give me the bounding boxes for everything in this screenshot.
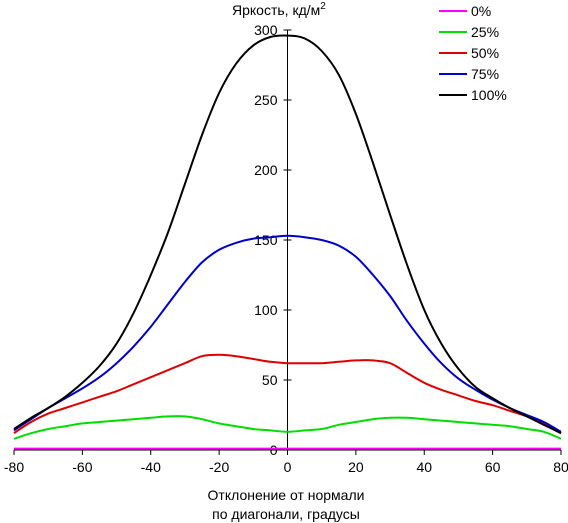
x-tick-label: 60 xyxy=(485,459,501,475)
x-tick-label: 80 xyxy=(553,459,568,475)
y-tick-label: 300 xyxy=(254,22,278,38)
y-tick-label: 150 xyxy=(254,232,278,248)
chart-axes: 0 50 100 150 200 250 300 -80 -60 -40 -20 0 20 40 60 80 xyxy=(4,22,568,475)
y-tick-label: 100 xyxy=(254,302,278,318)
y-axis-label-text: Яркость, кд/м xyxy=(232,2,320,18)
y-tick-label: 50 xyxy=(262,372,278,388)
series-line-25pct xyxy=(13,415,562,440)
x-tick-label: 0 xyxy=(284,459,292,475)
x-tick-label: 40 xyxy=(416,459,432,475)
y-tick-label: 200 xyxy=(254,162,278,178)
legend-label: 25% xyxy=(471,24,499,40)
x-tick-label: -20 xyxy=(209,459,229,475)
y-axis-label: Яркость, кд/м2 xyxy=(232,1,326,18)
legend-label: 75% xyxy=(471,66,499,82)
series-line-50pct xyxy=(13,353,562,435)
legend-label: 50% xyxy=(471,45,499,61)
legend-label: 100% xyxy=(471,87,507,103)
series-line-100pct xyxy=(13,34,562,435)
legend-label: 0% xyxy=(471,3,491,19)
chart-series xyxy=(13,34,562,450)
series-line-75pct xyxy=(13,234,562,433)
x-tick-label: -80 xyxy=(4,459,24,475)
x-tick-label: 20 xyxy=(348,459,364,475)
chart-labels: Яркость, кд/м2 Отклонение от нормали по … xyxy=(208,1,365,522)
x-axis-label-line1: Отклонение от нормали xyxy=(208,487,365,503)
x-tick-label: -40 xyxy=(141,459,161,475)
x-axis-label-line2: по диагонали, градусы xyxy=(212,506,360,522)
y-tick-label: 250 xyxy=(254,92,278,108)
chart-legend: 0% 25% 50% 75% 100% xyxy=(439,3,507,103)
y-axis-label-superscript: 2 xyxy=(320,1,326,12)
x-tick-label: -60 xyxy=(72,459,92,475)
y-tick-label: 0 xyxy=(270,442,278,458)
